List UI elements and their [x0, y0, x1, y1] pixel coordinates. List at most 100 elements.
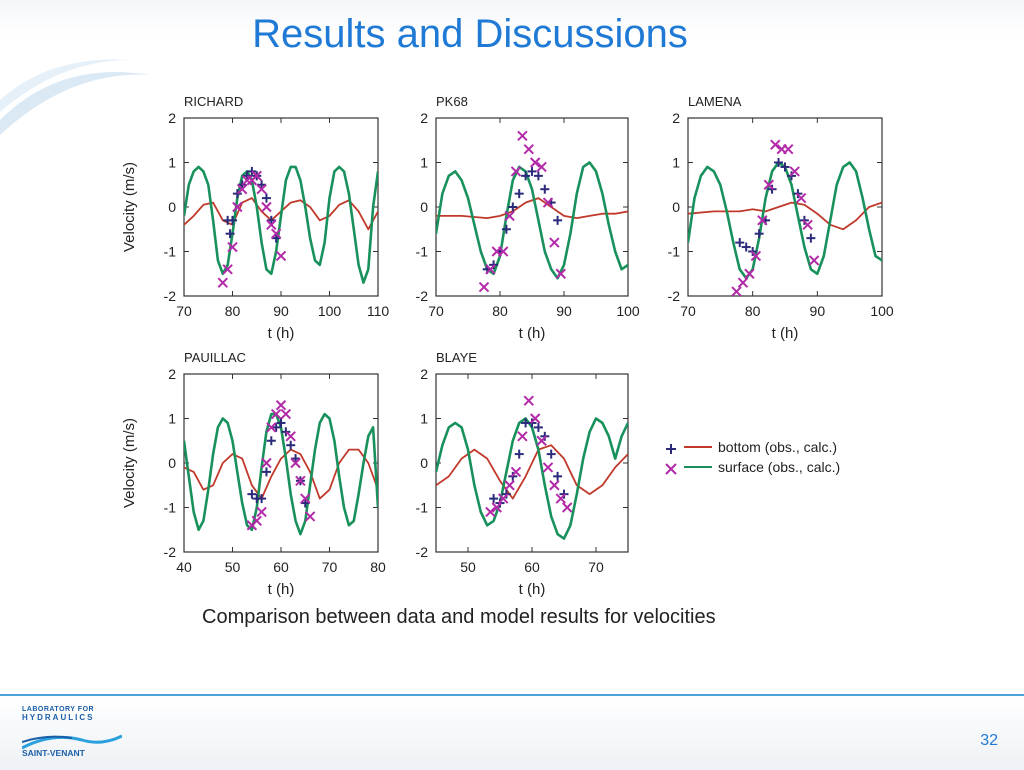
surface-calc-line: [184, 165, 378, 284]
bottom-obs-point: [232, 189, 242, 199]
bottom-calc-line: [688, 201, 882, 231]
surface-obs-point: [561, 502, 573, 513]
surface-obs-point: [497, 246, 509, 257]
bottom-obs-point: [553, 215, 563, 225]
x-axis-label: t (h): [772, 325, 799, 342]
y-axis-label: Velocity (m/s): [121, 162, 138, 252]
bottom-calc-line: [436, 197, 628, 220]
surface-obs-point: [517, 431, 528, 442]
bottom-obs-point: [257, 494, 267, 504]
bottom-obs-point: [540, 184, 550, 194]
x-tick-label: 100: [318, 303, 342, 319]
x-axis-label: t (h): [268, 581, 295, 598]
y-tick-label: -2: [416, 288, 429, 304]
y-tick-label: 0: [420, 455, 428, 471]
bottom-obs-point: [735, 238, 745, 248]
surface-obs-point: [750, 250, 762, 262]
x-axis-label: t (h): [519, 581, 546, 598]
bottom-obs-point: [286, 440, 296, 450]
chart-panel-pk68: 70 80 90 100 2 1 0 -1 -2 PK68 t (h): [416, 94, 640, 342]
bottom-obs-point: [508, 202, 518, 212]
x-tick-label: 60: [273, 559, 289, 575]
x-tick-label: 70: [176, 303, 192, 319]
bottom-obs-point: [514, 189, 524, 199]
surface-obs-point: [510, 166, 522, 177]
chart-panel-richard: 70 80 90 100 110 2 1 0 -1 -2 RICHARD t (h) Velocity …: [121, 94, 389, 342]
y-tick-label: -2: [668, 288, 681, 304]
bottom-obs-point: [271, 233, 281, 243]
y-tick-label: 0: [420, 199, 428, 215]
surface-obs-point: [485, 264, 496, 275]
x-tick-label: 110: [367, 303, 390, 319]
surface-obs-point: [737, 277, 749, 288]
y-tick-label: 2: [168, 110, 176, 126]
chart-panel-pauillac: 40 50 60 70 80 2 1 0 -1 -2 PAUILLAC t (h) Velocity (…: [121, 350, 386, 598]
surface-obs-point: [304, 511, 316, 522]
y-tick-label: -2: [164, 544, 177, 560]
x-tick-label: 80: [225, 303, 241, 319]
bottom-obs-point: [271, 422, 281, 432]
x-axis-label: t (h): [268, 325, 295, 342]
bottom-obs-point: [527, 166, 537, 176]
chart-title: PK68: [436, 94, 468, 109]
page-number: 32: [980, 732, 998, 749]
x-tick-label: 80: [370, 559, 386, 575]
bottom-obs-point: [261, 467, 271, 477]
surface-obs-point: [555, 268, 567, 279]
bottom-obs-point: [247, 166, 257, 176]
y-tick-label: 1: [168, 155, 176, 171]
surface-obs-point: [251, 170, 262, 182]
y-tick-label: -1: [668, 244, 681, 260]
y-tick-label: 1: [420, 411, 428, 427]
surface-obs-point: [270, 228, 282, 239]
legend-bottom-plus-marker: [666, 444, 676, 454]
footer: LABORATORY FOR HYDRAULICS SAINT-VENANT 3…: [0, 694, 1024, 770]
bottom-obs-point: [291, 454, 301, 464]
surface-obs-point: [236, 183, 248, 195]
bottom-obs-point: [266, 436, 276, 446]
surface-obs-point: [504, 210, 515, 222]
x-tick-label: 80: [745, 303, 761, 319]
logo-line-1: LABORATORY FOR: [22, 706, 95, 713]
surface-obs-point: [808, 255, 820, 266]
x-tick-label: 60: [524, 559, 540, 575]
surface-obs-point: [485, 506, 496, 518]
x-tick-label: 70: [588, 559, 604, 575]
logo-wave-icon: [22, 734, 122, 750]
surface-obs-point: [504, 480, 515, 491]
bottom-calc-line: [184, 448, 378, 500]
x-tick-label: 70: [428, 303, 444, 319]
surface-obs-point: [763, 179, 775, 190]
bottom-obs-point: [553, 471, 563, 481]
plot-area: [688, 139, 882, 296]
plot-frame: [435, 117, 629, 297]
surface-obs-point: [542, 462, 554, 473]
surface-obs-point: [555, 493, 567, 504]
bottom-obs-point: [533, 171, 543, 181]
bottom-obs-point: [281, 427, 291, 437]
surface-obs-point: [266, 422, 277, 433]
surface-obs-point: [290, 457, 301, 469]
y-tick-label: -1: [416, 244, 429, 260]
chart-legend: bottom (obs., calc.) surface (obs., calc…: [665, 439, 840, 475]
plot-frame: [183, 373, 379, 553]
y-tick-label: 0: [672, 199, 680, 215]
surface-obs-point: [770, 139, 781, 150]
lab-logo: LABORATORY FOR HYDRAULICS SAINT-VENANT: [22, 706, 132, 766]
x-tick-label: 100: [870, 303, 894, 319]
surface-obs-point: [270, 408, 282, 420]
bottom-obs-point: [237, 180, 247, 190]
surface-obs-point: [529, 157, 541, 168]
legend-surface-cross-marker: [665, 463, 677, 475]
bottom-obs-point: [489, 494, 499, 504]
y-tick-label: 1: [420, 155, 428, 171]
surface-obs-point: [217, 277, 229, 288]
surface-obs-point: [256, 506, 267, 518]
bottom-obs-point: [225, 229, 235, 239]
y-tick-label: 2: [672, 110, 680, 126]
x-tick-label: 80: [492, 303, 508, 319]
surface-obs-point: [523, 395, 535, 406]
surface-obs-point: [529, 413, 541, 424]
surface-obs-point: [549, 480, 560, 491]
